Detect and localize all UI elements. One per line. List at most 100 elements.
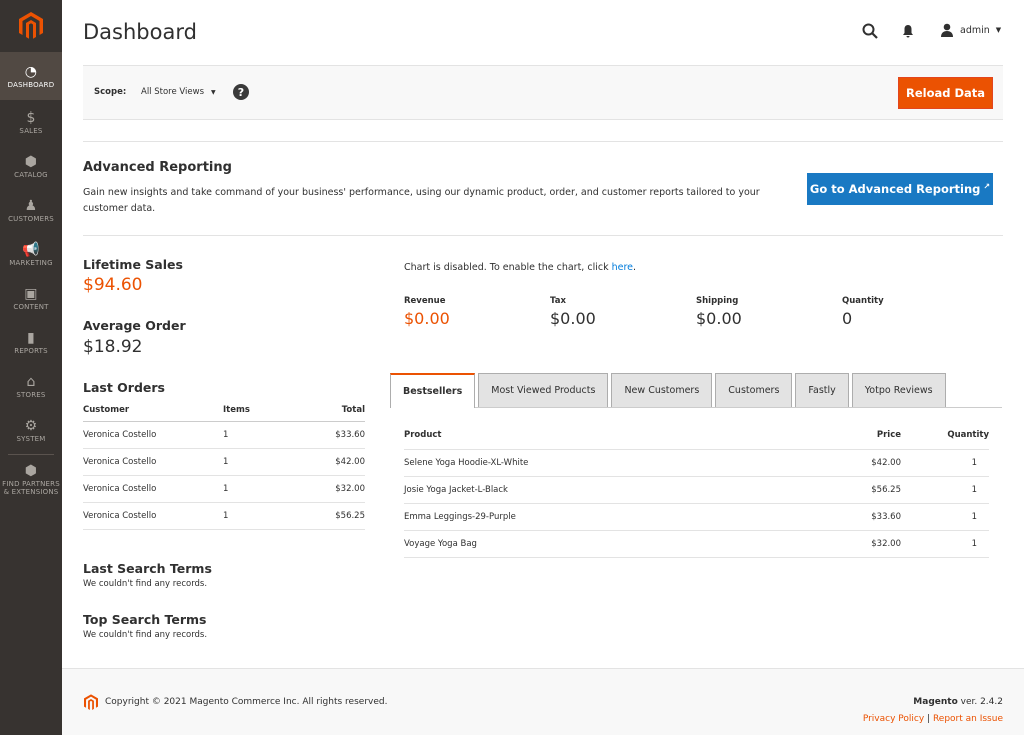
- order-items: 1: [223, 502, 305, 530]
- sidebar-item-label: CATALOG: [14, 170, 48, 179]
- order-customer: Veronica Costello: [83, 448, 223, 476]
- sidebar-item-stores[interactable]: ⌂ STORES: [0, 364, 62, 408]
- tab-yotpo-reviews[interactable]: Yotpo Reviews: [851, 373, 946, 407]
- version-info: Magento ver. 2.4.2: [913, 697, 1003, 707]
- bestsellers-table: Product Price Quantity Selene Yoga Hoodie-…: [404, 422, 989, 558]
- product-price: $32.00: [801, 530, 901, 558]
- separator: |: [924, 714, 933, 724]
- sidebar: ◔ DASHBOARD $ SALES ⬢ CATALOG ♟ CUSTOMERS 📢 MARKE…: [0, 0, 62, 735]
- external-link-icon: ↗: [983, 181, 991, 191]
- order-row[interactable]: Veronica Costello 1 $33.60: [83, 421, 365, 449]
- order-customer: Veronica Costello: [83, 475, 223, 503]
- order-customer: Veronica Costello: [83, 421, 223, 449]
- order-row[interactable]: Veronica Costello 1 $42.00: [83, 448, 365, 476]
- sidebar-item-system[interactable]: ⚙ SYSTEM: [0, 408, 62, 452]
- tab-customers[interactable]: Customers: [715, 373, 793, 407]
- sidebar-item-dashboard[interactable]: ◔ DASHBOARD: [0, 52, 62, 100]
- enable-chart-link[interactable]: here: [611, 262, 634, 273]
- total-quantity: Quantity 0: [842, 296, 884, 328]
- total-label: Quantity: [842, 296, 884, 306]
- order-row[interactable]: Veronica Costello 1 $56.25: [83, 502, 365, 530]
- megaphone-icon: 📢: [22, 241, 40, 258]
- product-price: $33.60: [801, 503, 901, 531]
- sidebar-item-marketing[interactable]: 📢 MARKETING: [0, 232, 62, 276]
- total-shipping: Shipping $0.00: [696, 296, 742, 328]
- sidebar-item-reports[interactable]: ▮ REPORTS: [0, 320, 62, 364]
- go-to-advanced-reporting-button[interactable]: Go to Advanced Reporting ↗: [807, 173, 993, 205]
- version: ver. 2.4.2: [957, 697, 1003, 707]
- magento-logo[interactable]: [0, 0, 62, 52]
- cube-icon: ⬢: [24, 462, 38, 479]
- total-label: Revenue: [404, 296, 446, 306]
- tab-bestsellers[interactable]: Bestsellers: [390, 373, 476, 408]
- search-icon[interactable]: [862, 23, 878, 43]
- top-search-empty: We couldn't find any records.: [83, 630, 208, 640]
- total-value: $0.00: [550, 309, 596, 328]
- report-issue-link[interactable]: Report an Issue: [932, 714, 1003, 724]
- bestseller-row[interactable]: Voyage Yoga Bag $32.00 1: [404, 530, 989, 558]
- notifications-bell-icon[interactable]: [902, 24, 914, 41]
- total-tax: Tax $0.00: [550, 296, 596, 328]
- last-search-empty: We couldn't find any records.: [83, 579, 208, 589]
- sidebar-item-label: MARKETING: [9, 258, 53, 267]
- order-items: 1: [223, 475, 305, 503]
- average-order-label: Average Order: [83, 318, 186, 333]
- user-menu[interactable]: admin ▼: [940, 23, 1001, 37]
- sidebar-item-label: DASHBOARD: [7, 80, 55, 89]
- total-value: 0: [842, 309, 853, 328]
- sidebar-item-catalog[interactable]: ⬢ CATALOG: [0, 144, 62, 188]
- col-customer: Customer: [83, 399, 223, 422]
- sidebar-item-find[interactable]: ⬢ FIND PARTNERS & EXTENSIONS: [0, 457, 62, 501]
- total-label: Shipping: [696, 296, 739, 306]
- scope-switcher[interactable]: All Store Views ▼: [141, 87, 216, 97]
- sidebar-item-label: CONTENT: [13, 302, 49, 311]
- gear-icon: ⚙: [24, 417, 38, 434]
- layout-icon: ▣: [24, 285, 38, 302]
- sidebar-item-label: REPORTS: [14, 346, 48, 355]
- message-text: Chart is disabled. To enable the chart, …: [404, 262, 612, 273]
- top-search-terms-title: Top Search Terms: [83, 612, 207, 627]
- dashboard-tabs: Bestsellers Most Viewed Products New Custo…: [390, 373, 1002, 408]
- last-orders-title: Last Orders: [83, 380, 165, 395]
- tab-fastly[interactable]: Fastly: [795, 373, 849, 407]
- product-quantity: 1: [901, 449, 989, 477]
- lifetime-sales-label: Lifetime Sales: [83, 257, 183, 272]
- lifetime-sales-value: $94.60: [83, 275, 143, 295]
- bestseller-row[interactable]: Selene Yoga Hoodie-XL-White $42.00 1: [404, 449, 989, 477]
- col-price: Price: [801, 422, 901, 450]
- product-name: Selene Yoga Hoodie-XL-White: [404, 449, 801, 477]
- order-items: 1: [223, 421, 305, 449]
- chevron-down-icon: ▼: [995, 26, 1002, 34]
- sidebar-item-content[interactable]: ▣ CONTENT: [0, 276, 62, 320]
- sidebar-item-sales[interactable]: $ SALES: [0, 100, 62, 144]
- product-price: $42.00: [801, 449, 901, 477]
- reload-data-button[interactable]: Reload Data: [898, 77, 993, 109]
- tab-new-customers[interactable]: New Customers: [611, 373, 713, 407]
- scope-label: Scope:: [94, 87, 127, 97]
- help-icon[interactable]: ?: [233, 84, 249, 100]
- average-order-value: $18.92: [83, 337, 143, 357]
- total-value: $0.00: [404, 309, 450, 328]
- bestseller-row[interactable]: Josie Yoga Jacket-L-Black $56.25 1: [404, 476, 989, 504]
- order-items: 1: [223, 448, 305, 476]
- message-end: .: [633, 262, 637, 273]
- dashboard-icon: ◔: [24, 63, 38, 80]
- scope-value: All Store Views: [141, 87, 205, 97]
- product-name: Emma Leggings-29-Purple: [404, 503, 801, 531]
- divider: [83, 235, 1003, 236]
- sidebar-item-label: STORES: [16, 390, 46, 399]
- sidebar-item-label: FIND PARTNERS & EXTENSIONS: [2, 479, 60, 496]
- privacy-policy-link[interactable]: Privacy Policy: [862, 714, 925, 724]
- col-total: Total: [305, 399, 365, 422]
- advanced-reporting-title: Advanced Reporting: [83, 160, 232, 175]
- product-quantity: 1: [901, 530, 989, 558]
- tab-most-viewed-products[interactable]: Most Viewed Products: [478, 373, 609, 407]
- store-icon: ⌂: [26, 373, 36, 390]
- total-revenue: Revenue $0.00: [404, 296, 450, 328]
- bestseller-row[interactable]: Emma Leggings-29-Purple $33.60 1: [404, 503, 989, 531]
- total-value: $0.00: [696, 309, 742, 328]
- product-name: Josie Yoga Jacket-L-Black: [404, 476, 801, 504]
- user-name: admin: [960, 24, 990, 36]
- order-row[interactable]: Veronica Costello 1 $32.00: [83, 475, 365, 503]
- sidebar-item-customers[interactable]: ♟ CUSTOMERS: [0, 188, 62, 232]
